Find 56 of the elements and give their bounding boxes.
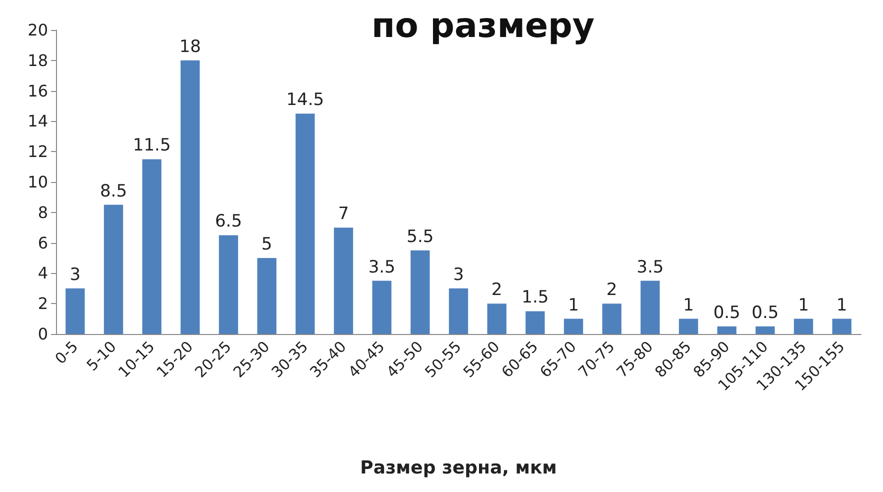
y-tick-label: 18 (28, 50, 48, 70)
x-tick-label: 0-5 (51, 338, 82, 368)
bar (564, 318, 584, 334)
y-tick-label: 12 (28, 142, 48, 162)
data-label: 5 (261, 234, 272, 254)
bar (526, 311, 545, 334)
bar (296, 114, 315, 334)
data-label: 7 (338, 204, 349, 224)
data-label: 1 (836, 295, 848, 316)
data-label: 14.5 (286, 90, 324, 110)
data-label: 0.5 (752, 302, 779, 323)
data-label: 18 (179, 36, 201, 57)
data-label: 3 (70, 264, 81, 285)
y-tick-label: 8 (38, 202, 48, 222)
data-label: 2 (491, 280, 502, 300)
bar (257, 258, 276, 334)
x-axis-title: Размер зерна, мкм (360, 458, 557, 478)
y-tick-label: 10 (28, 172, 48, 192)
y-tick-label: 16 (28, 81, 48, 100)
bar (142, 159, 162, 334)
bar (372, 280, 392, 334)
data-label: 8.5 (100, 181, 128, 202)
y-tick-label: 2 (38, 294, 48, 314)
data-label: 3.5 (636, 257, 664, 278)
bar (640, 280, 660, 334)
bar (448, 288, 468, 334)
y-tick-label: 6 (38, 233, 48, 252)
data-label: 1 (683, 295, 694, 316)
data-label: 1 (798, 295, 809, 316)
bar (334, 228, 354, 334)
data-label: 1.5 (522, 288, 549, 308)
bar (218, 235, 238, 334)
data-label: 2 (606, 280, 618, 300)
bar (180, 60, 200, 334)
bar (66, 288, 85, 334)
data-label: 1 (568, 295, 579, 316)
bar (678, 318, 698, 334)
bar (794, 318, 814, 334)
bar (104, 204, 124, 334)
data-label: 11.5 (132, 136, 171, 156)
y-tick-label: 4 (38, 264, 48, 283)
chart-title: по размеру (371, 6, 595, 46)
data-label: 3 (453, 264, 464, 285)
data-label: 0.5 (713, 302, 740, 323)
bar (410, 250, 430, 334)
data-label: 6.5 (214, 212, 242, 232)
bar (756, 326, 775, 334)
y-tick-label: 0 (38, 324, 48, 344)
bar (602, 304, 622, 334)
data-label: 5.5 (406, 226, 434, 247)
bar (832, 318, 852, 334)
y-tick-label: 14 (28, 112, 48, 131)
bar (717, 326, 736, 334)
data-label: 3.5 (368, 257, 396, 278)
y-tick-label: 20 (28, 20, 48, 40)
bar (487, 304, 506, 334)
